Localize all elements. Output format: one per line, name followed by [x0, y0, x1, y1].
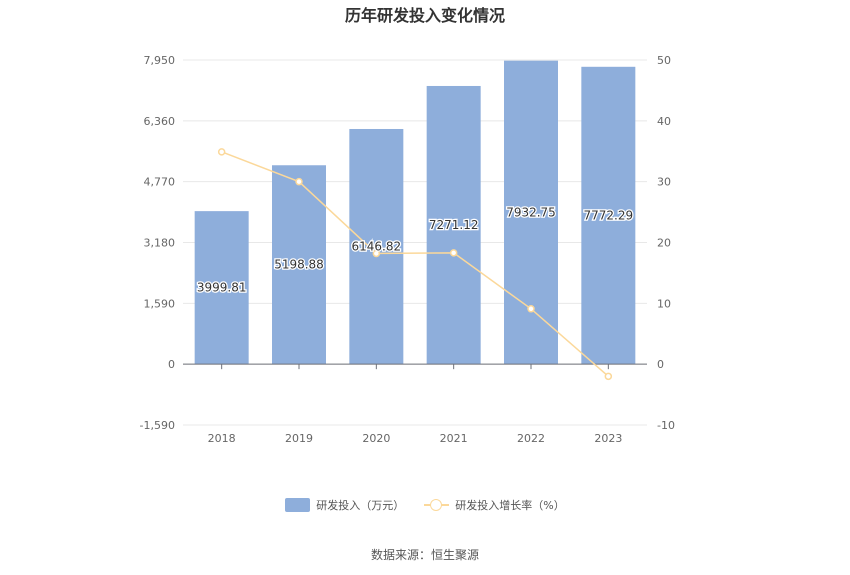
x-tick-label: 2022	[517, 432, 545, 445]
y-right-tick-label: 20	[657, 237, 671, 250]
growth-point-2023	[604, 372, 613, 381]
bar-2022	[504, 60, 558, 365]
bar-2018	[194, 211, 249, 365]
y-right-tick-label: 10	[657, 297, 671, 310]
bar-2023	[581, 66, 636, 365]
legend-bar-swatch	[285, 498, 311, 512]
bar-2021	[426, 85, 481, 365]
y-right-tick-label: 30	[657, 176, 671, 189]
x-tick-label: 2018	[208, 432, 236, 445]
growth-point-2018	[217, 148, 226, 156]
x-tick-label: 2020	[362, 432, 390, 445]
bar-data-label: 3999.81	[197, 281, 247, 295]
y-left-tick-label: 1,590	[144, 297, 176, 310]
y-right-tick-label: -10	[657, 419, 675, 432]
y-left-tick-label: -1,590	[140, 419, 175, 432]
chart-legend: 研发投入（万元） 研发投入增长率（%）	[0, 497, 850, 513]
legend-line-swatch	[424, 498, 450, 512]
chart-title: 历年研发投入变化情况	[344, 6, 505, 25]
y-left-tick-label: 0	[168, 358, 175, 371]
y-right-tick-label: 40	[657, 115, 671, 128]
growth-point-2021	[449, 249, 458, 257]
y-left-tick-label: 3,180	[144, 237, 176, 250]
legend-bar-label: 研发投入（万元）	[316, 499, 405, 512]
legend-item-bar[interactable]: 研发投入（万元）	[285, 497, 404, 513]
bar-data-label: 6146.82	[352, 240, 402, 254]
legend-item-line[interactable]: 研发投入增长率（%）	[424, 497, 565, 513]
chart-plot: -1,590 0 1,590 3,180 4,770 6,360 7,950 -10 0 10 20…	[140, 54, 675, 445]
x-tick-label: 2019	[285, 432, 313, 445]
bar-2020	[349, 128, 404, 365]
growth-point-2020	[372, 249, 381, 258]
growth-point-2022	[527, 305, 535, 313]
bar-data-label: 7271.12	[429, 218, 479, 232]
bar-data-label: 7772.29	[584, 208, 634, 222]
x-tick-label: 2021	[440, 432, 468, 445]
growth-point-2019	[295, 177, 303, 186]
data-source: 数据来源：恒生聚源	[370, 548, 479, 562]
y-right-tick-label: 50	[657, 54, 671, 67]
bar-data-label: 7932.75	[506, 205, 556, 219]
y-left-tick-label: 4,770	[144, 176, 176, 189]
y-right-tick-label: 0	[657, 358, 664, 371]
legend-line-label: 研发投入增长率（%）	[455, 499, 565, 512]
bar-data-label: 5198.88	[274, 258, 324, 272]
y-left-tick-label: 7,950	[144, 54, 176, 67]
y-left-tick-label: 6,360	[144, 115, 176, 128]
growth-rate-line	[221, 151, 609, 377]
x-tick-label: 2023	[594, 432, 622, 445]
